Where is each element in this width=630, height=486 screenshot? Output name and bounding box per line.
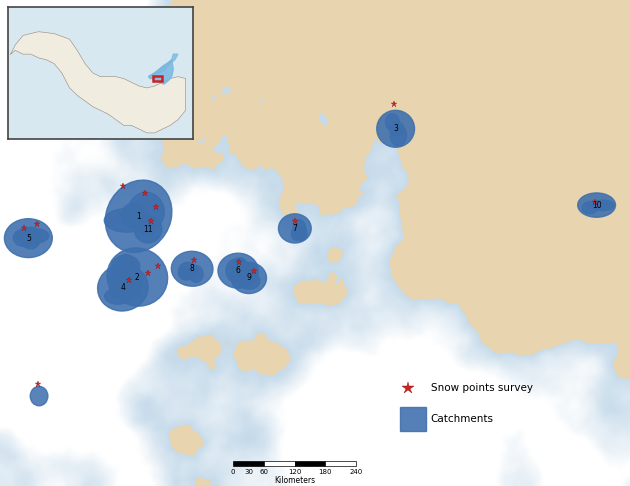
Ellipse shape (189, 265, 203, 282)
Ellipse shape (178, 267, 195, 280)
Ellipse shape (111, 265, 143, 294)
Ellipse shape (17, 228, 49, 243)
Ellipse shape (578, 193, 616, 217)
Ellipse shape (4, 219, 52, 258)
Ellipse shape (110, 284, 140, 299)
Ellipse shape (21, 227, 41, 249)
Ellipse shape (295, 226, 307, 241)
Polygon shape (149, 60, 173, 84)
Bar (233, 461, 264, 466)
Text: 5: 5 (26, 234, 31, 243)
Ellipse shape (134, 216, 162, 243)
Ellipse shape (13, 229, 35, 246)
Polygon shape (149, 54, 178, 77)
Text: 7: 7 (292, 224, 297, 233)
Bar (153, 76, 163, 81)
Ellipse shape (121, 204, 146, 227)
Ellipse shape (112, 255, 140, 278)
Bar (399, 407, 427, 431)
Ellipse shape (120, 263, 139, 295)
Ellipse shape (377, 110, 415, 147)
Ellipse shape (390, 122, 404, 136)
Text: 10: 10 (592, 201, 602, 209)
Text: 240: 240 (349, 469, 363, 475)
Ellipse shape (30, 386, 48, 406)
Bar (325, 461, 356, 466)
Ellipse shape (390, 125, 406, 146)
Ellipse shape (587, 201, 609, 208)
Text: 120: 120 (288, 469, 301, 475)
Ellipse shape (105, 208, 149, 232)
Ellipse shape (235, 273, 253, 283)
Text: Kilometers: Kilometers (274, 476, 315, 486)
Text: 3: 3 (393, 124, 398, 133)
Bar (295, 461, 325, 466)
Ellipse shape (232, 259, 247, 274)
Text: 9: 9 (246, 274, 251, 282)
Text: 8: 8 (190, 264, 195, 273)
Ellipse shape (105, 180, 172, 252)
Ellipse shape (231, 262, 266, 294)
Text: 6: 6 (236, 266, 241, 275)
Ellipse shape (242, 266, 256, 282)
Ellipse shape (178, 262, 197, 279)
Ellipse shape (98, 264, 148, 311)
Text: 30: 30 (244, 469, 253, 475)
Ellipse shape (291, 227, 302, 241)
Text: 4: 4 (120, 283, 125, 292)
Ellipse shape (105, 288, 132, 304)
Ellipse shape (226, 260, 246, 282)
Ellipse shape (142, 221, 152, 237)
Text: 180: 180 (319, 469, 332, 475)
Ellipse shape (128, 192, 164, 231)
Text: Catchments: Catchments (431, 414, 494, 424)
Ellipse shape (144, 222, 157, 230)
Ellipse shape (238, 272, 260, 289)
Text: 2: 2 (135, 273, 140, 281)
Ellipse shape (593, 200, 614, 211)
Ellipse shape (278, 214, 311, 243)
Ellipse shape (231, 258, 248, 278)
Text: 1: 1 (136, 212, 141, 221)
Bar (264, 461, 295, 466)
Ellipse shape (171, 251, 213, 286)
Ellipse shape (107, 248, 168, 306)
Ellipse shape (140, 219, 156, 235)
Text: 60: 60 (260, 469, 268, 475)
Ellipse shape (582, 202, 598, 214)
Ellipse shape (116, 254, 136, 287)
Ellipse shape (293, 220, 306, 237)
Text: 0: 0 (231, 469, 236, 475)
Polygon shape (11, 32, 186, 133)
Text: Snow points survey: Snow points survey (431, 383, 533, 393)
Text: 11: 11 (143, 225, 153, 234)
Ellipse shape (218, 253, 258, 288)
Ellipse shape (386, 114, 399, 131)
